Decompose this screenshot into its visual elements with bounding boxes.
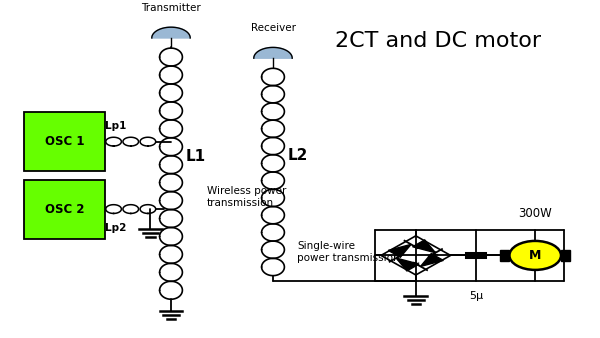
Text: Receiver: Receiver [251,23,296,33]
Circle shape [509,241,561,270]
Text: M: M [529,249,541,262]
Text: ~: ~ [412,243,419,252]
Text: L2: L2 [288,148,308,163]
Polygon shape [254,47,292,58]
Text: ~: ~ [412,259,419,268]
Bar [500,250,509,261]
Polygon shape [421,254,443,266]
Polygon shape [152,27,190,38]
Text: 2CT and DC motor: 2CT and DC motor [335,31,541,51]
Text: 5μ: 5μ [469,291,483,301]
Text: OSC 1: OSC 1 [45,135,84,148]
Text: +: + [431,250,439,260]
Text: L1: L1 [186,149,206,164]
Bar [24,179,105,239]
Text: Wireless power
transmission: Wireless power transmission [207,187,286,208]
Text: Lp1: Lp1 [105,121,127,131]
Text: -: - [395,250,398,260]
Bar [561,250,570,261]
Polygon shape [413,240,436,253]
Text: Transmitter: Transmitter [141,3,201,13]
Text: Single-wire
power transmission: Single-wire power transmission [297,241,400,263]
Text: OSC 2: OSC 2 [45,202,84,216]
Bar [24,112,105,171]
Polygon shape [396,258,419,271]
Polygon shape [388,244,411,257]
Text: Lp2: Lp2 [105,223,127,233]
Text: 300W: 300W [518,207,552,220]
